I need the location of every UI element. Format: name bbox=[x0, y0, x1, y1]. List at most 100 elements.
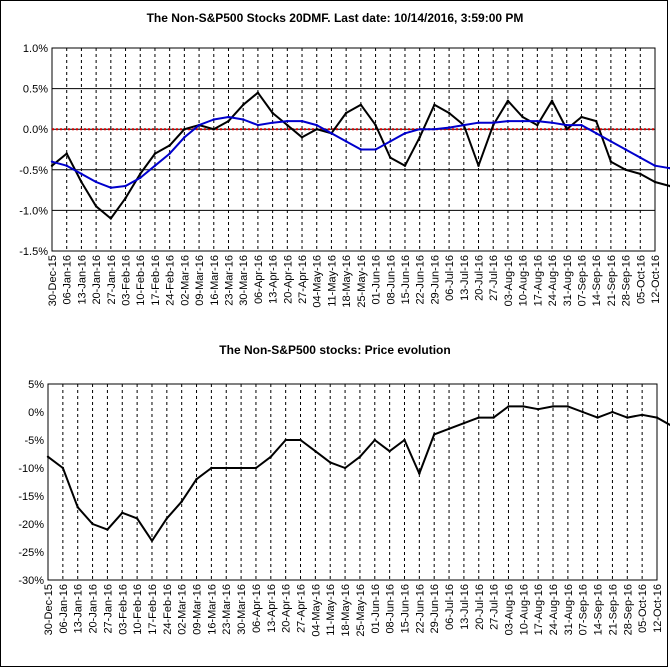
chart-2-series-1-point bbox=[536, 408, 540, 411]
chart-1-title: The Non-S&P500 Stocks 20DMF. Last date: … bbox=[147, 11, 524, 25]
chart-1-x-tick-label: 27-Jul-16 bbox=[488, 255, 500, 301]
chart-1-series-2-point bbox=[212, 118, 215, 121]
chart-2-y-tick-label: -15% bbox=[18, 491, 44, 503]
chart-2-x-tick-label: 06-Jul-16 bbox=[444, 584, 456, 630]
chart-2-series-1-point bbox=[121, 511, 124, 514]
chart-2-series-1-point bbox=[254, 466, 258, 470]
chart-1-series-1-point bbox=[271, 111, 274, 115]
chart-1-series-2-point bbox=[536, 119, 539, 123]
chart-2-series-1-point bbox=[76, 506, 79, 509]
chart-1-series-1-point bbox=[433, 103, 436, 107]
chart-2-series-1-point bbox=[522, 405, 525, 408]
chart-1-series-1-point bbox=[315, 128, 318, 131]
chart-2-series-1-point bbox=[195, 478, 198, 481]
chart-1-series-2-point bbox=[403, 132, 407, 135]
chart-2-series-1-point bbox=[210, 466, 213, 470]
chart-1-series-2-point bbox=[389, 140, 392, 143]
chart-1-series-2-point bbox=[565, 123, 568, 127]
chart-1-series-2-point bbox=[271, 121, 274, 124]
chart-2-series-1-point bbox=[91, 522, 94, 526]
chart-1-series-2-point bbox=[433, 128, 436, 131]
chart-1-x-tick-label: 22-Jun-16 bbox=[415, 255, 427, 305]
chart-2-series-1-point bbox=[180, 500, 183, 503]
chart-2-series-1-point bbox=[447, 427, 451, 430]
chart-2-series-1-point bbox=[477, 416, 480, 419]
chart-2-x-tick-label: 13-Jan-16 bbox=[73, 584, 85, 634]
chart-1-x-tick-label: 09-Mar-16 bbox=[194, 255, 206, 306]
chart-1-x-tick-label: 02-Mar-16 bbox=[179, 255, 191, 306]
chart-1-x-tick-label: 03-Feb-16 bbox=[121, 255, 133, 306]
chart-1-x-tick-label: 27-Jan-16 bbox=[106, 255, 118, 305]
chart-1-y-tick-label: -1.5% bbox=[19, 246, 48, 258]
chart-2-x-tick-label: 15-Jun-16 bbox=[399, 584, 411, 634]
chart-2-x-tick-label: 27-Jan-16 bbox=[102, 584, 114, 634]
chart-2-x-tick-label: 28-Sep-16 bbox=[622, 584, 634, 635]
chart-1-series-1-point bbox=[374, 123, 377, 127]
chart-1-series-1-point bbox=[521, 115, 524, 119]
chart-1-x-tick-label: 20-Jan-16 bbox=[91, 255, 103, 305]
chart-1-series-2-point bbox=[183, 136, 186, 139]
chart-1-series-2-point bbox=[521, 119, 524, 123]
chart-1-series-1-point bbox=[124, 197, 127, 200]
chart-1-series-1-point bbox=[183, 128, 186, 131]
chart-2-x-tick-label: 17-Feb-16 bbox=[147, 584, 159, 635]
chart-2-y-tick-label: 5% bbox=[28, 379, 44, 391]
chart-2-series-1-point bbox=[150, 539, 154, 542]
chart-2-x-tick-label: 27-Jul-16 bbox=[489, 584, 501, 630]
chart-2-series-1-point bbox=[373, 438, 376, 442]
chart-2-series-1-point bbox=[611, 410, 614, 414]
chart-1-series-2-point bbox=[197, 123, 201, 127]
chart-2-x-tick-label: 20-Jan-16 bbox=[88, 584, 100, 634]
chart-2-x-tick-label: 23-Mar-16 bbox=[221, 584, 233, 635]
chart-1-x-tick-label: 13-Jul-16 bbox=[459, 255, 471, 301]
chart-2-x-tick-label: 31-Aug-16 bbox=[563, 584, 575, 635]
chart-1-series-2-point bbox=[609, 140, 613, 143]
chart-2-x-tick-label: 02-Mar-16 bbox=[177, 584, 189, 635]
chart-1-series-1-point bbox=[168, 144, 171, 147]
chart-1-series-2-point bbox=[447, 126, 451, 129]
chart-2-series-1-point bbox=[626, 416, 629, 419]
chart-1-x-tick-label: 30-Dec-15 bbox=[47, 255, 59, 306]
chart-1-series-1-point bbox=[212, 128, 215, 131]
chart-2-x-tick-label: 30-Mar-16 bbox=[236, 584, 248, 635]
chart-1-series-2-point bbox=[477, 121, 480, 124]
chart-1-series-1-point bbox=[639, 172, 642, 176]
chart-1-x-tick-label: 06-Apr-16 bbox=[253, 255, 265, 304]
chart-1-y-tick-label: 1.0% bbox=[23, 43, 48, 55]
chart-1-series-2-point bbox=[653, 164, 657, 167]
chart-1-series-2-point bbox=[50, 160, 54, 163]
chart-2-x-tick-label: 29-Jun-16 bbox=[429, 584, 441, 634]
chart-2-series-1-point bbox=[299, 438, 302, 442]
chart-1-series-2-point bbox=[418, 128, 421, 131]
chart-2-x-tick-label: 06-Apr-16 bbox=[251, 584, 263, 633]
chart-1-series-1-point bbox=[109, 217, 113, 220]
chart-2-series-1-point bbox=[581, 410, 584, 414]
chart-1-series-1-point bbox=[300, 136, 304, 139]
chart-1-x-tick-label: 03-Aug-16 bbox=[503, 255, 515, 306]
chart-1-series-2-point bbox=[256, 123, 260, 127]
chart-1-x-tick-label: 23-Mar-16 bbox=[223, 255, 235, 306]
chart-1-series-2-point bbox=[492, 121, 495, 124]
chart-1-series-1-point bbox=[227, 119, 230, 123]
chart-2-x-tick-label: 10-Feb-16 bbox=[132, 584, 144, 635]
chart-1-x-tick-label: 13-Apr-16 bbox=[268, 255, 280, 304]
chart-2-x-tick-label: 04-May-16 bbox=[310, 584, 322, 637]
chart-1-series-1-point bbox=[418, 136, 421, 139]
chart-2-x-tick-label: 01-Jun-16 bbox=[370, 584, 382, 634]
chart-1-x-tick-label: 20-Apr-16 bbox=[282, 255, 294, 304]
chart-1-y-tick-label: -0.5% bbox=[19, 165, 48, 177]
chart-1-series-1-point bbox=[536, 123, 539, 127]
chart-1-series-1-point bbox=[256, 91, 260, 94]
chart-2-x-tick-label: 20-Apr-16 bbox=[281, 584, 293, 633]
chart-1-series-2-point bbox=[124, 184, 127, 188]
chart-1-x-tick-label: 24-Aug-16 bbox=[547, 255, 559, 306]
chart-1-series-2-point bbox=[580, 123, 583, 127]
chart-2-y-tick-label: 0% bbox=[28, 407, 44, 419]
chart-1-y-tick-label: 0.0% bbox=[23, 124, 48, 136]
chart-2-series-1-point bbox=[566, 405, 570, 408]
chart-2-y-tick-label: -30% bbox=[18, 575, 44, 587]
chart-2-title: The Non-S&P500 stocks: Price evolution bbox=[219, 343, 450, 357]
chart-2-series-1-point bbox=[596, 416, 599, 419]
chart-1-series-2-point bbox=[65, 164, 68, 167]
chart-2-series-1-point bbox=[358, 455, 362, 458]
